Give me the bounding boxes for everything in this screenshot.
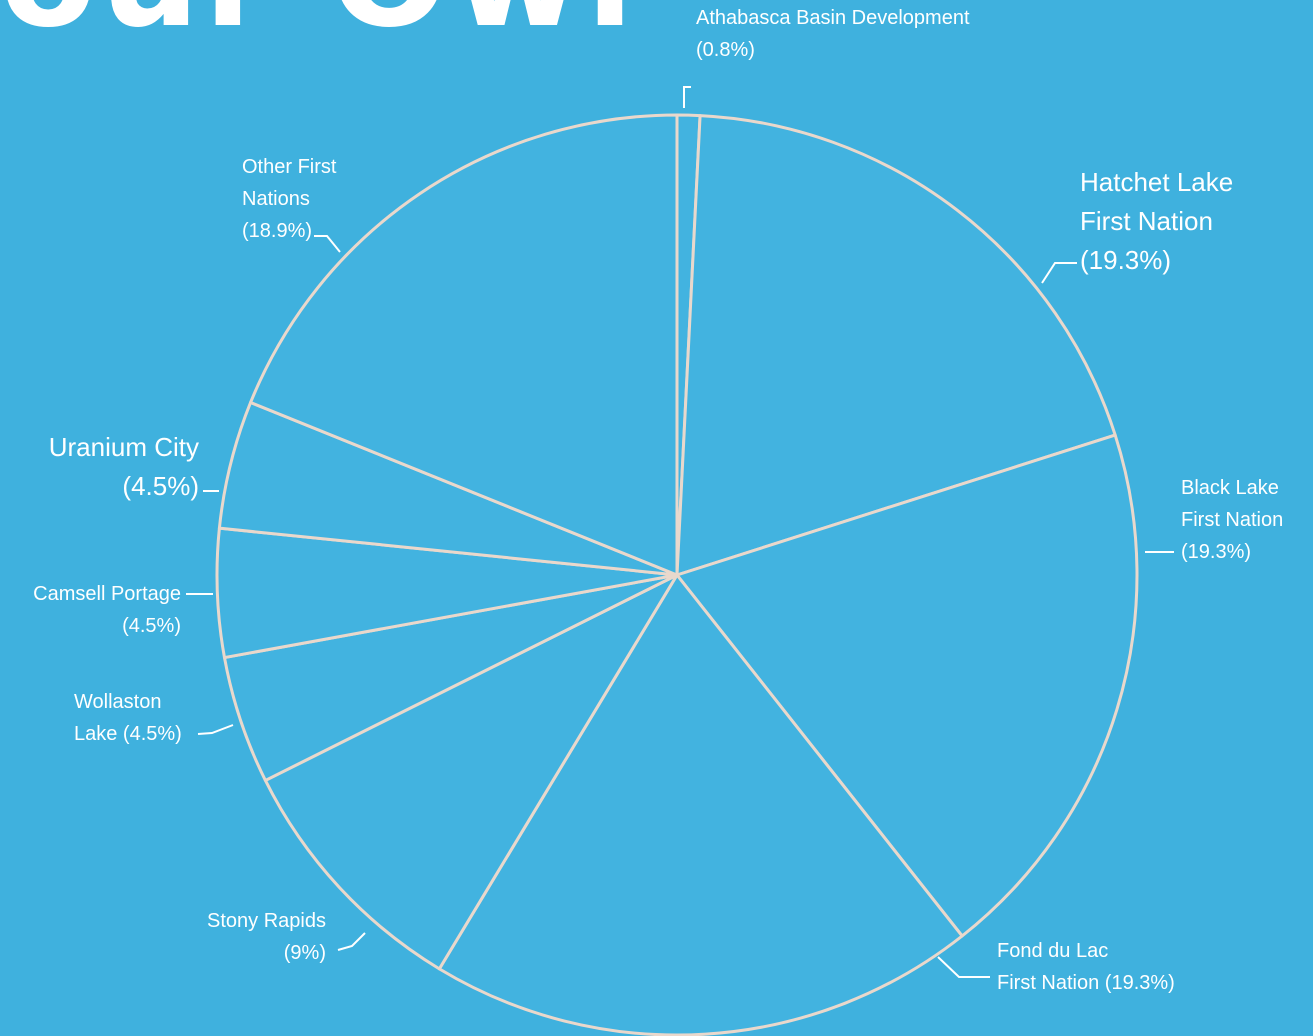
leader-line-hatchet <box>1041 262 1077 284</box>
pie-slice-other-first-nations <box>249 113 679 577</box>
leader-line-stony <box>337 932 366 951</box>
leader-line-wollaston <box>197 724 234 735</box>
slice-label-athabasca-basin-development: Athabasca Basin Development (0.8%) <box>696 7 970 61</box>
pie-slices <box>215 113 1139 1036</box>
slice-label-black-lake: Black Lake First Nation (19.3%) <box>1181 477 1284 563</box>
slice-label-fond-du-lac: Fond du Lac First Nation (19.3%) <box>997 940 1175 994</box>
leader-lines <box>186 86 1174 978</box>
pie-slice-stony-rapids <box>263 573 679 971</box>
leader-line-fond-du-lac <box>937 956 990 978</box>
pie-slice-fond-du-lac-first-nation <box>437 573 964 1036</box>
slice-label-hatchet-lake: Hatchet Lake First Nation (19.3%) <box>1080 167 1234 275</box>
slice-label-uranium-city: Uranium City (4.5%) <box>48 432 199 501</box>
pie-slice-black-lake-first-nation <box>675 433 1139 938</box>
page-heading: our Owners <box>0 0 640 48</box>
slice-label-wollaston-lake: Wollaston Lake (4.5%) <box>74 691 182 745</box>
leader-line-athabasca <box>683 86 691 108</box>
slice-label-camsell-portage: Camsell Portage (4.5%) <box>33 583 181 637</box>
slice-label-stony-rapids: Stony Rapids (9%) <box>207 910 326 964</box>
pie-slice-hatchet-lake-first-nation <box>675 114 1117 577</box>
slice-label-other-first-nations: Other First Nations (18.9%) <box>242 156 337 242</box>
leader-line-other <box>314 235 341 253</box>
